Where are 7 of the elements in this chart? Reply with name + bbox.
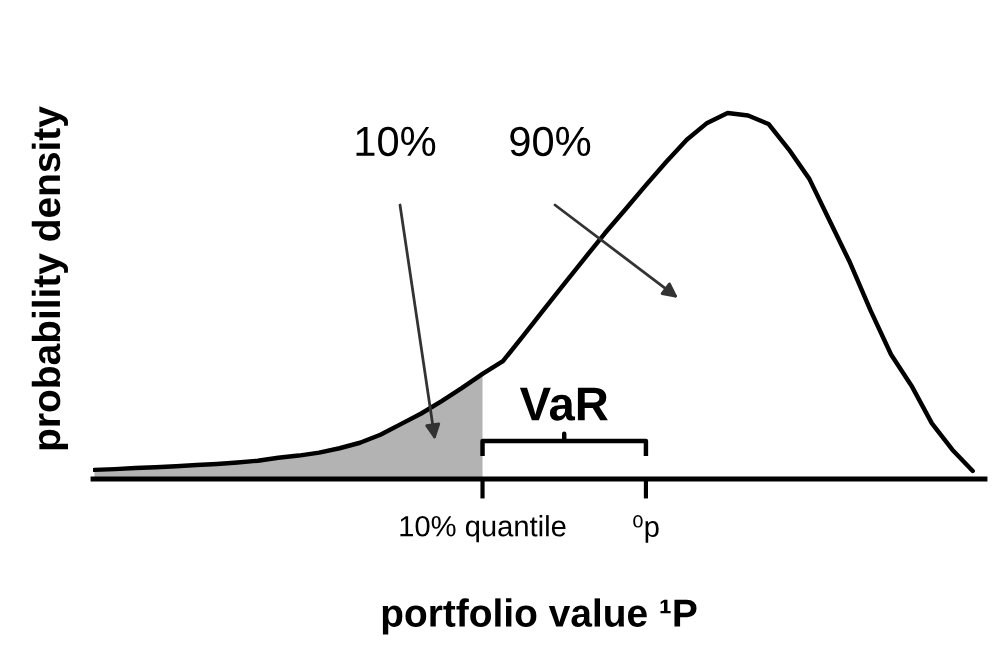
y-axis-title: probability density — [31, 106, 68, 450]
annotation: 10% — [356, 126, 436, 157]
x-tick-label: ⁰p — [633, 515, 659, 543]
annotation: VaR — [519, 387, 608, 421]
x-axis-title: portfolio value ¹P — [382, 598, 697, 635]
annotation: 90% — [510, 126, 591, 157]
x-tick-label: 10% quantile — [400, 515, 566, 543]
